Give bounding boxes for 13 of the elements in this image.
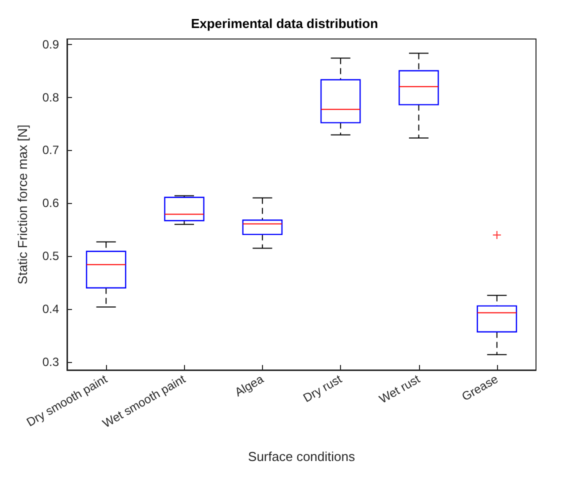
x-axis-title: Surface conditions bbox=[248, 449, 356, 464]
y-tick-label: 0.3 bbox=[42, 355, 60, 370]
x-tick-label: Wet rust bbox=[376, 372, 423, 406]
y-tick-label: 0.8 bbox=[42, 90, 60, 104]
chart-title: Experimental data distribution bbox=[190, 16, 378, 31]
x-tick-label: Algea bbox=[232, 372, 266, 400]
y-tick-label: 0.9 bbox=[42, 37, 60, 52]
y-tick-label: 0.5 bbox=[42, 249, 60, 264]
x-tick-label: Dry rust bbox=[300, 372, 345, 406]
y-tick-label: 0.7 bbox=[42, 143, 60, 158]
y-tick-label: 0.6 bbox=[42, 196, 60, 210]
y-axis-title: Static Friction force max [N] bbox=[15, 124, 30, 284]
y-tick-label: 0.4 bbox=[42, 302, 60, 316]
